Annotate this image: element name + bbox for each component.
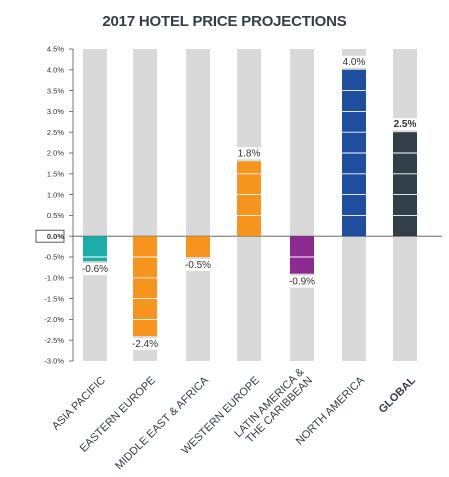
data-bar — [237, 161, 261, 237]
y-tick-label: 3.5% — [47, 86, 64, 95]
data-label: 4.0% — [343, 57, 366, 68]
data-bars — [83, 69, 417, 337]
y-tick-label: 1.5% — [47, 170, 64, 179]
data-labels: -0.6% -2.4% -0.5% 1.8% -0.9% 4.0% 2.5% — [79, 55, 419, 351]
data-label: -0.6% — [82, 264, 108, 275]
background-bar — [290, 49, 314, 361]
y-axis-ticks: 4.5% 4.0% 3.5% 3.0% 2.5% 2.0% 1.5% 1.0% 0.5% 0.0%… — [44, 45, 73, 366]
data-label: -2.4% — [132, 339, 158, 350]
zero-tick-box — [35, 229, 65, 243]
data-label-bg — [391, 118, 419, 131]
y-tick-label: -1.0% — [44, 274, 64, 283]
background-bar — [186, 49, 210, 361]
y-tick-label: -2.0% — [44, 315, 64, 324]
data-label: 2.5% — [394, 119, 417, 130]
y-tick-label: 2.5% — [47, 128, 64, 137]
category-label-line: MIDDLE EAST & AFRICA — [113, 374, 211, 472]
chart-title: 2017 HOTEL PRICE PROJECTIONS — [102, 13, 347, 30]
category-label-line: LATIN AMERICA & — [232, 366, 307, 441]
data-label-bg — [182, 259, 214, 271]
category-label-line: GLOBAL — [377, 374, 419, 416]
data-label: -0.9% — [289, 277, 315, 288]
data-label-bg — [286, 275, 318, 288]
data-bar — [133, 236, 157, 337]
data-bar — [290, 236, 314, 274]
data-bar — [393, 132, 417, 237]
category-label: MIDDLE EAST & AFRICA — [113, 374, 211, 472]
y-tick-label: -0.5% — [44, 253, 64, 262]
y-tick-label: 0.5% — [47, 211, 64, 220]
background-bar — [83, 49, 107, 361]
y-tick-label: 3.0% — [47, 107, 64, 116]
y-tick-label: 4.5% — [47, 45, 64, 54]
data-label-bg — [129, 338, 161, 351]
data-label: -0.5% — [185, 260, 211, 271]
category-label: GLOBAL — [377, 374, 419, 416]
data-label-bg — [235, 147, 263, 160]
data-label: 1.8% — [238, 148, 261, 159]
y-tick-label: -2.5% — [44, 336, 64, 345]
y-tick-label: -1.5% — [44, 294, 64, 303]
data-bar — [186, 236, 210, 257]
y-tick-label: 4.0% — [47, 66, 64, 75]
data-label-bg — [340, 55, 368, 68]
y-tick-label: 1.0% — [47, 190, 64, 199]
y-tick-label: 0.0% — [47, 232, 64, 241]
y-tick-label: -3.0% — [44, 357, 64, 366]
data-label-bg — [79, 263, 111, 276]
y-tick-label: 2.0% — [47, 149, 64, 158]
